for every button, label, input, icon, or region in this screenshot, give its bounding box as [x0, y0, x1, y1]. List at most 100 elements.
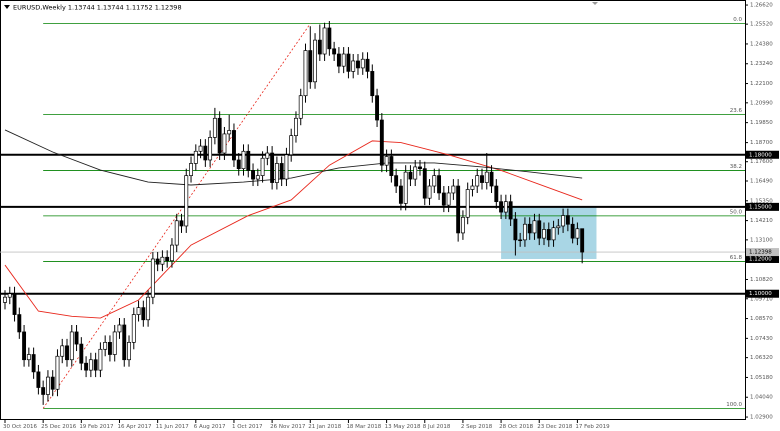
candle-body	[317, 39, 322, 55]
x-tick-label: 23 Dec 2018	[537, 424, 573, 430]
x-tick-label: 1 Oct 2017	[232, 424, 263, 430]
candle-body	[150, 258, 155, 298]
candle-body	[480, 175, 484, 183]
candle-body	[189, 163, 193, 176]
candle-body	[360, 58, 365, 69]
x-tick-label: 19 Feb 2017	[79, 424, 114, 430]
candle-body	[298, 95, 303, 119]
candle-body	[193, 150, 198, 164]
candle-body	[212, 117, 217, 138]
price-box-label: 1.15000	[749, 204, 772, 210]
candle-body	[22, 331, 27, 361]
candle-body	[332, 48, 337, 55]
candle-body	[513, 218, 518, 241]
candle-body	[546, 229, 551, 241]
candle-body	[184, 175, 189, 227]
candle-body	[418, 166, 422, 170]
x-tick-label: 13 May 2018	[385, 424, 421, 430]
candle-body	[570, 223, 575, 239]
y-tick-label: 1.08570	[750, 316, 773, 322]
y-tick-label: 1.24380	[750, 41, 773, 47]
candle-body	[112, 331, 117, 355]
candle-body	[255, 175, 260, 180]
x-tick-label: 8 Jul 2018	[423, 424, 451, 430]
candle-body	[69, 331, 74, 361]
candle-body	[122, 324, 127, 361]
front-layer: 1.26620 1.25520 1.24380 1.23240 1.22100 1.209…	[3, 3, 779, 430]
candle-body	[74, 331, 79, 345]
candle-body	[50, 376, 55, 390]
x-tick-label: 25 Dec 2016	[41, 424, 77, 430]
x-tick-label: 28 Oct 2018	[499, 424, 534, 430]
candle-body	[79, 343, 84, 364]
candle-body	[532, 220, 537, 234]
menu-icon	[4, 5, 10, 9]
y-tick-label: 1.04040	[750, 395, 773, 401]
x-tick-label: 16 Apr 2017	[117, 424, 152, 430]
y-tick-label: 1.23240	[750, 61, 773, 67]
fib-label: 38.2	[730, 164, 742, 170]
candle-body	[341, 53, 346, 67]
candle-body	[356, 60, 360, 69]
candle-body	[179, 220, 184, 227]
candle-body	[508, 201, 513, 220]
candle-body	[131, 314, 136, 343]
candle-body	[308, 50, 313, 83]
y-tick-label: 1.05180	[750, 375, 773, 381]
candle-body	[289, 135, 294, 156]
candle-body	[522, 223, 527, 241]
candle-body	[503, 201, 508, 213]
candle-body	[575, 228, 580, 239]
candle-body	[265, 152, 270, 159]
candle-body	[537, 220, 542, 239]
price-box	[746, 254, 779, 263]
candle-body	[370, 71, 375, 97]
candle-body	[470, 185, 475, 190]
price-box	[746, 150, 779, 159]
candle-body	[351, 60, 356, 72]
y-tick-label: 1.25520	[750, 22, 773, 28]
candle-body	[398, 185, 403, 204]
candle-body	[432, 175, 437, 187]
candle-body	[3, 296, 7, 303]
candle-body	[88, 359, 93, 371]
y-tick-label: 1.20990	[750, 100, 773, 106]
fib-label: 50.0	[730, 209, 743, 215]
candle-body	[170, 244, 174, 262]
candle-body	[427, 185, 432, 199]
candle-body	[375, 95, 380, 121]
candle-body	[55, 355, 60, 390]
chart-title: EURUSD,Weekly 1.13744 1.13744 1.11752 1.…	[13, 4, 182, 12]
candle-body	[556, 225, 561, 229]
candle-body	[551, 227, 556, 241]
candle-body	[141, 307, 146, 321]
candle-body	[365, 58, 370, 72]
y-tick-label: 1.19850	[750, 120, 773, 126]
candle-body	[136, 307, 141, 315]
y-tick-label: 1.18700	[750, 140, 773, 146]
candle-body	[327, 27, 332, 50]
candle-body	[422, 168, 427, 199]
y-tick-label: 1.16490	[750, 178, 773, 184]
candle-body	[7, 293, 12, 298]
candle-body	[542, 229, 546, 239]
candle-body	[384, 156, 389, 166]
candle-body	[270, 152, 275, 183]
x-tick-label: 11 Jun 2017	[156, 424, 190, 430]
candle-body	[437, 175, 442, 194]
candle-body	[408, 171, 413, 180]
x-tick-label: 6 Aug 2017	[194, 424, 226, 430]
candle-body	[451, 185, 456, 194]
price-box-label: 1.10000	[749, 291, 772, 297]
candle-body	[336, 53, 341, 67]
candle-body	[484, 171, 489, 183]
candle-body	[41, 387, 46, 395]
candle-body	[12, 293, 17, 315]
candle-body	[499, 201, 504, 213]
candle-body	[346, 53, 351, 72]
candle-body	[103, 342, 108, 350]
candle-body	[518, 239, 523, 242]
x-tick-label: 18 Mar 2018	[346, 424, 381, 430]
moving-average	[4, 140, 583, 319]
candle-body	[394, 175, 399, 187]
